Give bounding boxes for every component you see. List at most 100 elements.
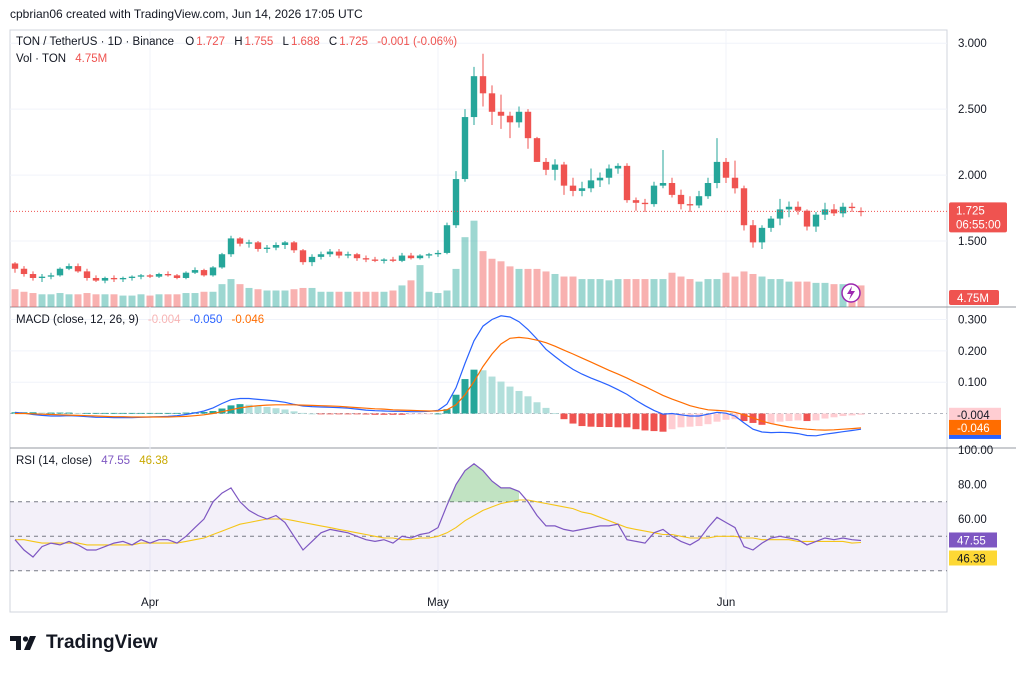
main-legend: TON / TetherUS · 1D · Binance O 1.727 H 1.… bbox=[16, 36, 459, 48]
candle-body bbox=[677, 194, 685, 205]
volume-bar bbox=[74, 294, 82, 307]
volume-tag-label: 4.75M bbox=[957, 293, 989, 305]
macd-label[interactable]: MACD (close, 12, 26, 9) bbox=[16, 314, 139, 326]
volume-bar bbox=[434, 293, 442, 307]
rsi-legend: RSI (14, close) 47.55 46.38 bbox=[16, 455, 170, 467]
candle-body bbox=[758, 227, 766, 243]
macd-histogram-bar bbox=[281, 409, 289, 414]
macd-tick-label: 0.200 bbox=[958, 346, 987, 358]
macd-histogram-bar bbox=[371, 413, 379, 415]
candle-body bbox=[839, 206, 847, 214]
macd-histogram-bar bbox=[254, 405, 262, 414]
candle-body bbox=[407, 255, 415, 259]
volume-bar bbox=[326, 291, 334, 307]
macd-histogram-bar bbox=[695, 413, 703, 427]
volume-tag bbox=[949, 290, 999, 305]
high-value: 1.755 bbox=[244, 36, 274, 48]
candle-body bbox=[218, 254, 226, 268]
macd-histogram-bar bbox=[119, 412, 127, 414]
candle-body bbox=[20, 268, 28, 275]
candle-body bbox=[596, 177, 604, 181]
candle-body bbox=[614, 165, 622, 169]
volume-bar bbox=[740, 271, 748, 307]
macd-histogram-bar bbox=[317, 413, 325, 415]
candle-body bbox=[731, 177, 739, 189]
macd-histogram-bar bbox=[659, 413, 667, 432]
candle-body bbox=[281, 242, 289, 246]
macd-histogram-bar bbox=[173, 412, 181, 414]
candle-body bbox=[137, 275, 145, 277]
volume-bar bbox=[335, 291, 343, 307]
candle-body bbox=[128, 276, 136, 278]
volume-bar bbox=[560, 276, 568, 307]
candle-body bbox=[794, 206, 802, 211]
candle-body bbox=[740, 188, 748, 226]
volume-bar bbox=[776, 279, 784, 307]
candle-body bbox=[812, 214, 820, 227]
rsi-label[interactable]: RSI (14, close) bbox=[16, 455, 93, 467]
volume-bar bbox=[281, 290, 289, 307]
macd-histogram-bar bbox=[722, 413, 730, 420]
candle-body bbox=[272, 245, 280, 248]
volume-bar bbox=[461, 237, 469, 307]
candle-body bbox=[632, 200, 640, 203]
macd-histogram-bar bbox=[794, 413, 802, 421]
volume-bar bbox=[425, 291, 433, 307]
volume-bar bbox=[794, 281, 802, 307]
macd-histogram-bar bbox=[839, 413, 847, 417]
plot-frame bbox=[9, 29, 948, 613]
candle-body bbox=[335, 251, 343, 256]
volume-bar bbox=[29, 293, 37, 307]
volume-bar bbox=[452, 268, 460, 307]
candle-body bbox=[722, 161, 730, 178]
macd-histogram-bar bbox=[65, 412, 73, 414]
candle-body bbox=[443, 225, 451, 253]
volume-bar bbox=[191, 293, 199, 307]
candle-body bbox=[371, 259, 379, 261]
volume-bar bbox=[722, 272, 730, 307]
volume-bar bbox=[353, 291, 361, 307]
macd-histogram-bar bbox=[614, 413, 622, 428]
candle-body bbox=[506, 115, 514, 123]
macd-hist-value: -0.004 bbox=[147, 314, 181, 326]
volume-bar bbox=[299, 287, 307, 307]
volume-bar bbox=[227, 279, 235, 307]
macd-histogram-bar bbox=[83, 412, 91, 414]
macd-histogram-bar bbox=[272, 408, 280, 414]
tradingview-logo-icon bbox=[10, 636, 36, 650]
volume-label[interactable]: Vol · TON bbox=[16, 53, 67, 65]
time-axis-label: May bbox=[427, 597, 449, 609]
macd-histogram-bar bbox=[137, 412, 145, 414]
candle-body bbox=[425, 254, 433, 256]
volume-bar bbox=[479, 251, 487, 307]
volume-bar bbox=[821, 282, 829, 307]
volume-bar bbox=[398, 285, 406, 307]
volume-bar bbox=[659, 279, 667, 307]
candle-body bbox=[767, 218, 775, 228]
candle-body bbox=[785, 206, 793, 210]
macd-histogram-bar bbox=[569, 413, 577, 424]
low-label: L bbox=[282, 36, 289, 48]
volume-bar bbox=[704, 279, 712, 307]
rsi-value: 47.55 bbox=[101, 455, 131, 467]
macd-histogram-bar bbox=[29, 412, 37, 414]
volume-bar bbox=[767, 279, 775, 307]
rsi-tick-label: 100.00 bbox=[958, 445, 993, 457]
macd-histogram-bar bbox=[263, 406, 271, 414]
macd-tick-label: 0.300 bbox=[958, 315, 987, 327]
volume-bar bbox=[695, 281, 703, 307]
rsi-band-fill bbox=[10, 501, 947, 571]
volume-bar bbox=[371, 291, 379, 307]
rsi-ma-value: 46.38 bbox=[139, 455, 169, 467]
candle-body bbox=[56, 268, 64, 276]
tradingview-logo[interactable]: TradingView bbox=[10, 632, 158, 654]
symbol-label[interactable]: TON / TetherUS · 1D · Binance bbox=[16, 36, 175, 48]
candle-body bbox=[344, 254, 352, 256]
volume-bar bbox=[857, 285, 865, 307]
volume-bar bbox=[83, 293, 91, 307]
candle-body bbox=[623, 165, 631, 201]
volume-bar bbox=[614, 279, 622, 307]
candle-body bbox=[173, 275, 181, 278]
candle-body bbox=[497, 111, 505, 116]
macd-histogram-bar bbox=[443, 409, 451, 414]
